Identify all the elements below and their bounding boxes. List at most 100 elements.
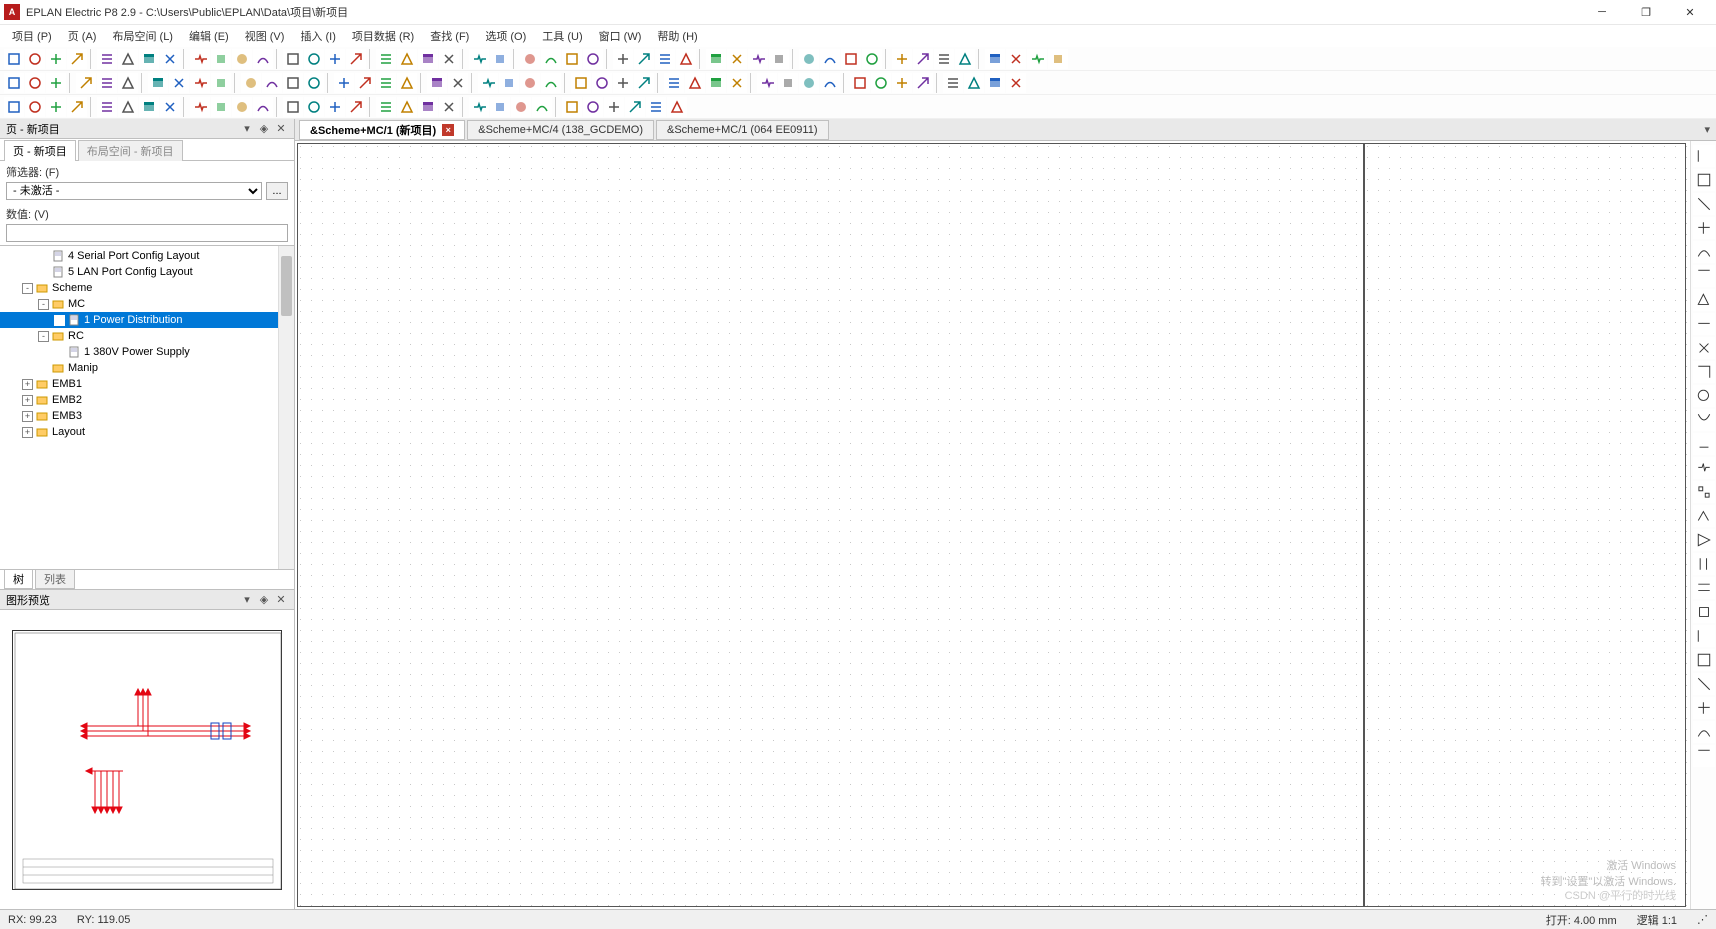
toolbar-button[interactable] <box>190 97 210 117</box>
tree-row[interactable]: -MC <box>0 296 294 312</box>
toolbar-button[interactable] <box>625 97 645 117</box>
drawing-canvas[interactable]: 24V24V.20V0V.2PEPE.224V.10V.1PE.1-X11-X2… <box>295 141 1716 909</box>
toolbar-button[interactable] <box>304 97 324 117</box>
toolbar-button[interactable] <box>820 49 840 69</box>
toolbar-button[interactable] <box>448 73 468 93</box>
tree-expander-icon[interactable]: - <box>38 331 49 342</box>
tab-layout-space[interactable]: 布局空间 - 新项目 <box>78 140 183 161</box>
toolbar-button[interactable] <box>769 49 789 69</box>
toolbar-button[interactable] <box>4 97 24 117</box>
toolbar-button[interactable] <box>571 73 591 93</box>
toolbar-button[interactable] <box>1048 49 1068 69</box>
toolbar-button[interactable] <box>241 73 261 93</box>
toolbar-button[interactable] <box>325 97 345 117</box>
document-tab[interactable]: &Scheme+MC/1 (064 EE0911) <box>656 120 829 140</box>
toolbar-button[interactable] <box>964 73 984 93</box>
toolbar-button[interactable] <box>139 97 159 117</box>
tree-row[interactable]: +EMB3 <box>0 408 294 424</box>
toolbar-button[interactable] <box>46 97 66 117</box>
toolbar-button[interactable] <box>4 49 24 69</box>
minimize-button[interactable]: ─ <box>1580 0 1624 25</box>
toolbar-button[interactable] <box>892 73 912 93</box>
tree-row[interactable]: +EMB2 <box>0 392 294 408</box>
toolbar-button[interactable] <box>757 73 777 93</box>
menu-item[interactable]: 页 (A) <box>60 26 105 46</box>
preview-pin-icon[interactable]: ◈ <box>257 593 271 607</box>
toolbar-button[interactable] <box>211 97 231 117</box>
draw-tool-button[interactable] <box>1693 217 1715 239</box>
toolbar-button[interactable] <box>169 73 189 93</box>
toolbar-button[interactable] <box>499 73 519 93</box>
toolbar-button[interactable] <box>25 49 45 69</box>
toolbar-button[interactable] <box>25 97 45 117</box>
menu-item[interactable]: 工具 (U) <box>534 26 590 46</box>
toolbar-button[interactable] <box>325 49 345 69</box>
toolbar-button[interactable] <box>892 49 912 69</box>
tree-scrollbar[interactable] <box>278 246 294 569</box>
tab-pages[interactable]: 页 - 新项目 <box>4 140 76 161</box>
toolbar-button[interactable] <box>748 49 768 69</box>
draw-tool-button[interactable] <box>1693 649 1715 671</box>
draw-tool-button[interactable] <box>1693 673 1715 695</box>
draw-tool-button[interactable] <box>1693 577 1715 599</box>
tree-expander-icon[interactable] <box>54 315 65 326</box>
toolbar-button[interactable] <box>532 97 552 117</box>
toolbar-button[interactable] <box>304 49 324 69</box>
pane-close-icon[interactable]: ✕ <box>274 122 288 136</box>
toolbar-button[interactable] <box>562 49 582 69</box>
toolbar-button[interactable] <box>283 73 303 93</box>
tab-list[interactable]: 列表 <box>35 570 75 589</box>
toolbar-button[interactable] <box>934 49 954 69</box>
draw-tool-button[interactable] <box>1693 241 1715 263</box>
toolbar-button[interactable] <box>211 49 231 69</box>
toolbar-button[interactable] <box>46 73 66 93</box>
tree-row[interactable]: 5 LAN Port Config Layout <box>0 264 294 280</box>
toolbar-button[interactable] <box>25 73 45 93</box>
menu-item[interactable]: 编辑 (E) <box>181 26 237 46</box>
menu-item[interactable]: 插入 (I) <box>292 26 343 46</box>
draw-tool-button[interactable] <box>1693 337 1715 359</box>
toolbar-button[interactable] <box>913 73 933 93</box>
toolbar-button[interactable] <box>706 73 726 93</box>
toolbar-button[interactable] <box>376 73 396 93</box>
draw-tool-button[interactable] <box>1693 553 1715 575</box>
document-tab[interactable]: &Scheme+MC/4 (138_GCDEMO) <box>467 120 654 140</box>
toolbar-button[interactable] <box>667 97 687 117</box>
toolbar-button[interactable] <box>304 73 324 93</box>
toolbar-button[interactable] <box>727 49 747 69</box>
draw-tool-button[interactable] <box>1693 745 1715 767</box>
toolbar-button[interactable] <box>4 73 24 93</box>
toolbar-button[interactable] <box>1006 49 1026 69</box>
toolbar-button[interactable] <box>97 97 117 117</box>
menu-item[interactable]: 帮助 (H) <box>649 26 705 46</box>
menu-item[interactable]: 查找 (F) <box>422 26 477 46</box>
menu-item[interactable]: 布局空间 (L) <box>104 26 181 46</box>
toolbar-button[interactable] <box>478 73 498 93</box>
toolbar-button[interactable] <box>562 97 582 117</box>
draw-tool-button[interactable] <box>1693 169 1715 191</box>
toolbar-button[interactable] <box>76 73 96 93</box>
toolbar-button[interactable] <box>799 73 819 93</box>
toolbar-button[interactable] <box>511 97 531 117</box>
pane-pin-icon[interactable]: ◈ <box>257 122 271 136</box>
tree-expander-icon[interactable]: + <box>22 411 33 422</box>
draw-tool-button[interactable] <box>1693 361 1715 383</box>
toolbar-button[interactable] <box>955 49 975 69</box>
toolbar-button[interactable] <box>118 49 138 69</box>
toolbar-button[interactable] <box>232 49 252 69</box>
tree-row[interactable]: 1 380V Power Supply <box>0 344 294 360</box>
toolbar-button[interactable] <box>1027 49 1047 69</box>
tree-row[interactable]: +EMB1 <box>0 376 294 392</box>
toolbar-button[interactable] <box>469 97 489 117</box>
draw-tool-button[interactable] <box>1693 145 1715 167</box>
toolbar-button[interactable] <box>376 49 396 69</box>
toolbar-button[interactable] <box>1006 73 1026 93</box>
toolbar-button[interactable] <box>439 49 459 69</box>
toolbar-button[interactable] <box>283 49 303 69</box>
menu-item[interactable]: 项目 (P) <box>4 26 60 46</box>
preview-close-icon[interactable]: ✕ <box>274 593 288 607</box>
toolbar-button[interactable] <box>634 49 654 69</box>
filter-select[interactable]: - 未激活 - <box>6 182 262 200</box>
draw-tool-button[interactable] <box>1693 193 1715 215</box>
close-button[interactable]: ✕ <box>1668 0 1712 25</box>
